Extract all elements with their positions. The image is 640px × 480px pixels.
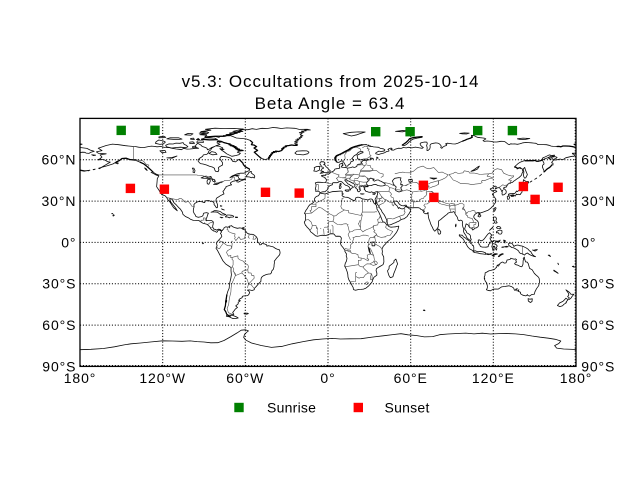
svg-text:60°N: 60°N: [581, 152, 616, 168]
svg-text:60°W: 60°W: [226, 370, 264, 386]
svg-text:0°: 0°: [320, 370, 335, 386]
svg-text:60°N: 60°N: [42, 152, 77, 168]
svg-text:120°E: 120°E: [472, 370, 515, 386]
svg-text:90°S: 90°S: [42, 358, 76, 374]
svg-text:120°W: 120°W: [139, 370, 186, 386]
svg-text:180°: 180°: [560, 370, 593, 386]
svg-text:60°S: 60°S: [42, 317, 76, 333]
svg-text:180°: 180°: [64, 370, 97, 386]
svg-text:Sunset: Sunset: [385, 400, 430, 416]
svg-text:90°S: 90°S: [581, 358, 615, 374]
svg-text:0°: 0°: [581, 234, 596, 250]
svg-text:Beta Angle = 63.4: Beta Angle = 63.4: [255, 94, 406, 113]
svg-text:30°N: 30°N: [581, 193, 616, 209]
svg-text:0°: 0°: [61, 234, 76, 250]
svg-text:30°N: 30°N: [42, 193, 77, 209]
svg-text:v5.3: Occultations from 2025-1: v5.3: Occultations from 2025-10-14: [182, 72, 480, 91]
svg-text:60°E: 60°E: [394, 370, 428, 386]
svg-text:30°S: 30°S: [42, 276, 76, 292]
svg-text:30°S: 30°S: [581, 276, 615, 292]
svg-text:Sunrise: Sunrise: [267, 400, 316, 416]
svg-text:60°S: 60°S: [581, 317, 615, 333]
